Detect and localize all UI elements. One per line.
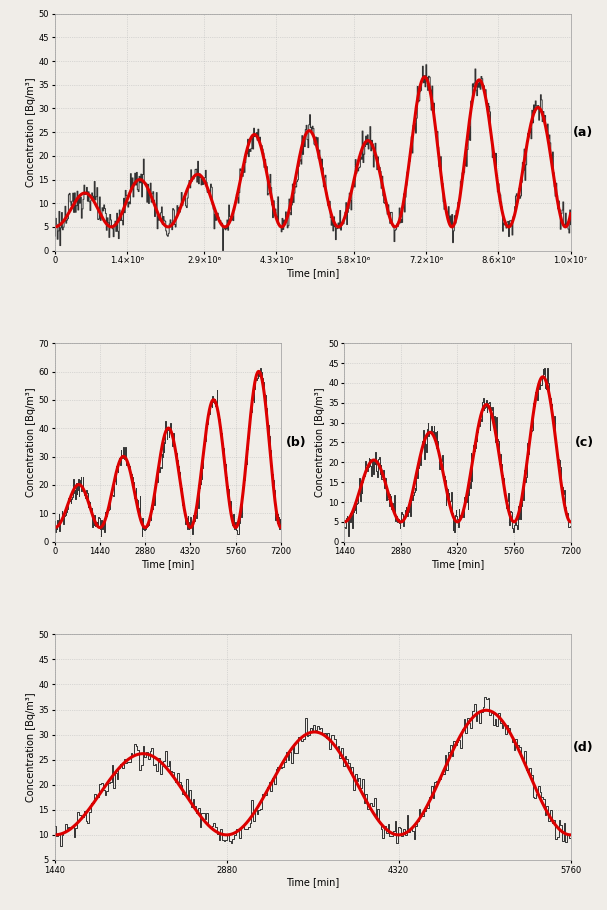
X-axis label: Time [min]: Time [min]: [141, 559, 194, 569]
Y-axis label: Concentration [Bq/m³]: Concentration [Bq/m³]: [25, 693, 36, 802]
X-axis label: Time [min]: Time [min]: [286, 877, 339, 887]
Text: (a): (a): [573, 126, 594, 138]
Y-axis label: Concentration [Bq/m³]: Concentration [Bq/m³]: [25, 388, 36, 497]
Text: (c): (c): [575, 436, 594, 449]
Y-axis label: Concentration [Bq/m³]: Concentration [Bq/m³]: [315, 388, 325, 497]
Y-axis label: Concentration [Bq/m³]: Concentration [Bq/m³]: [25, 77, 36, 187]
X-axis label: Time [min]: Time [min]: [286, 268, 339, 278]
Text: (b): (b): [285, 436, 306, 449]
X-axis label: Time [min]: Time [min]: [431, 559, 484, 569]
Text: (d): (d): [573, 741, 594, 753]
